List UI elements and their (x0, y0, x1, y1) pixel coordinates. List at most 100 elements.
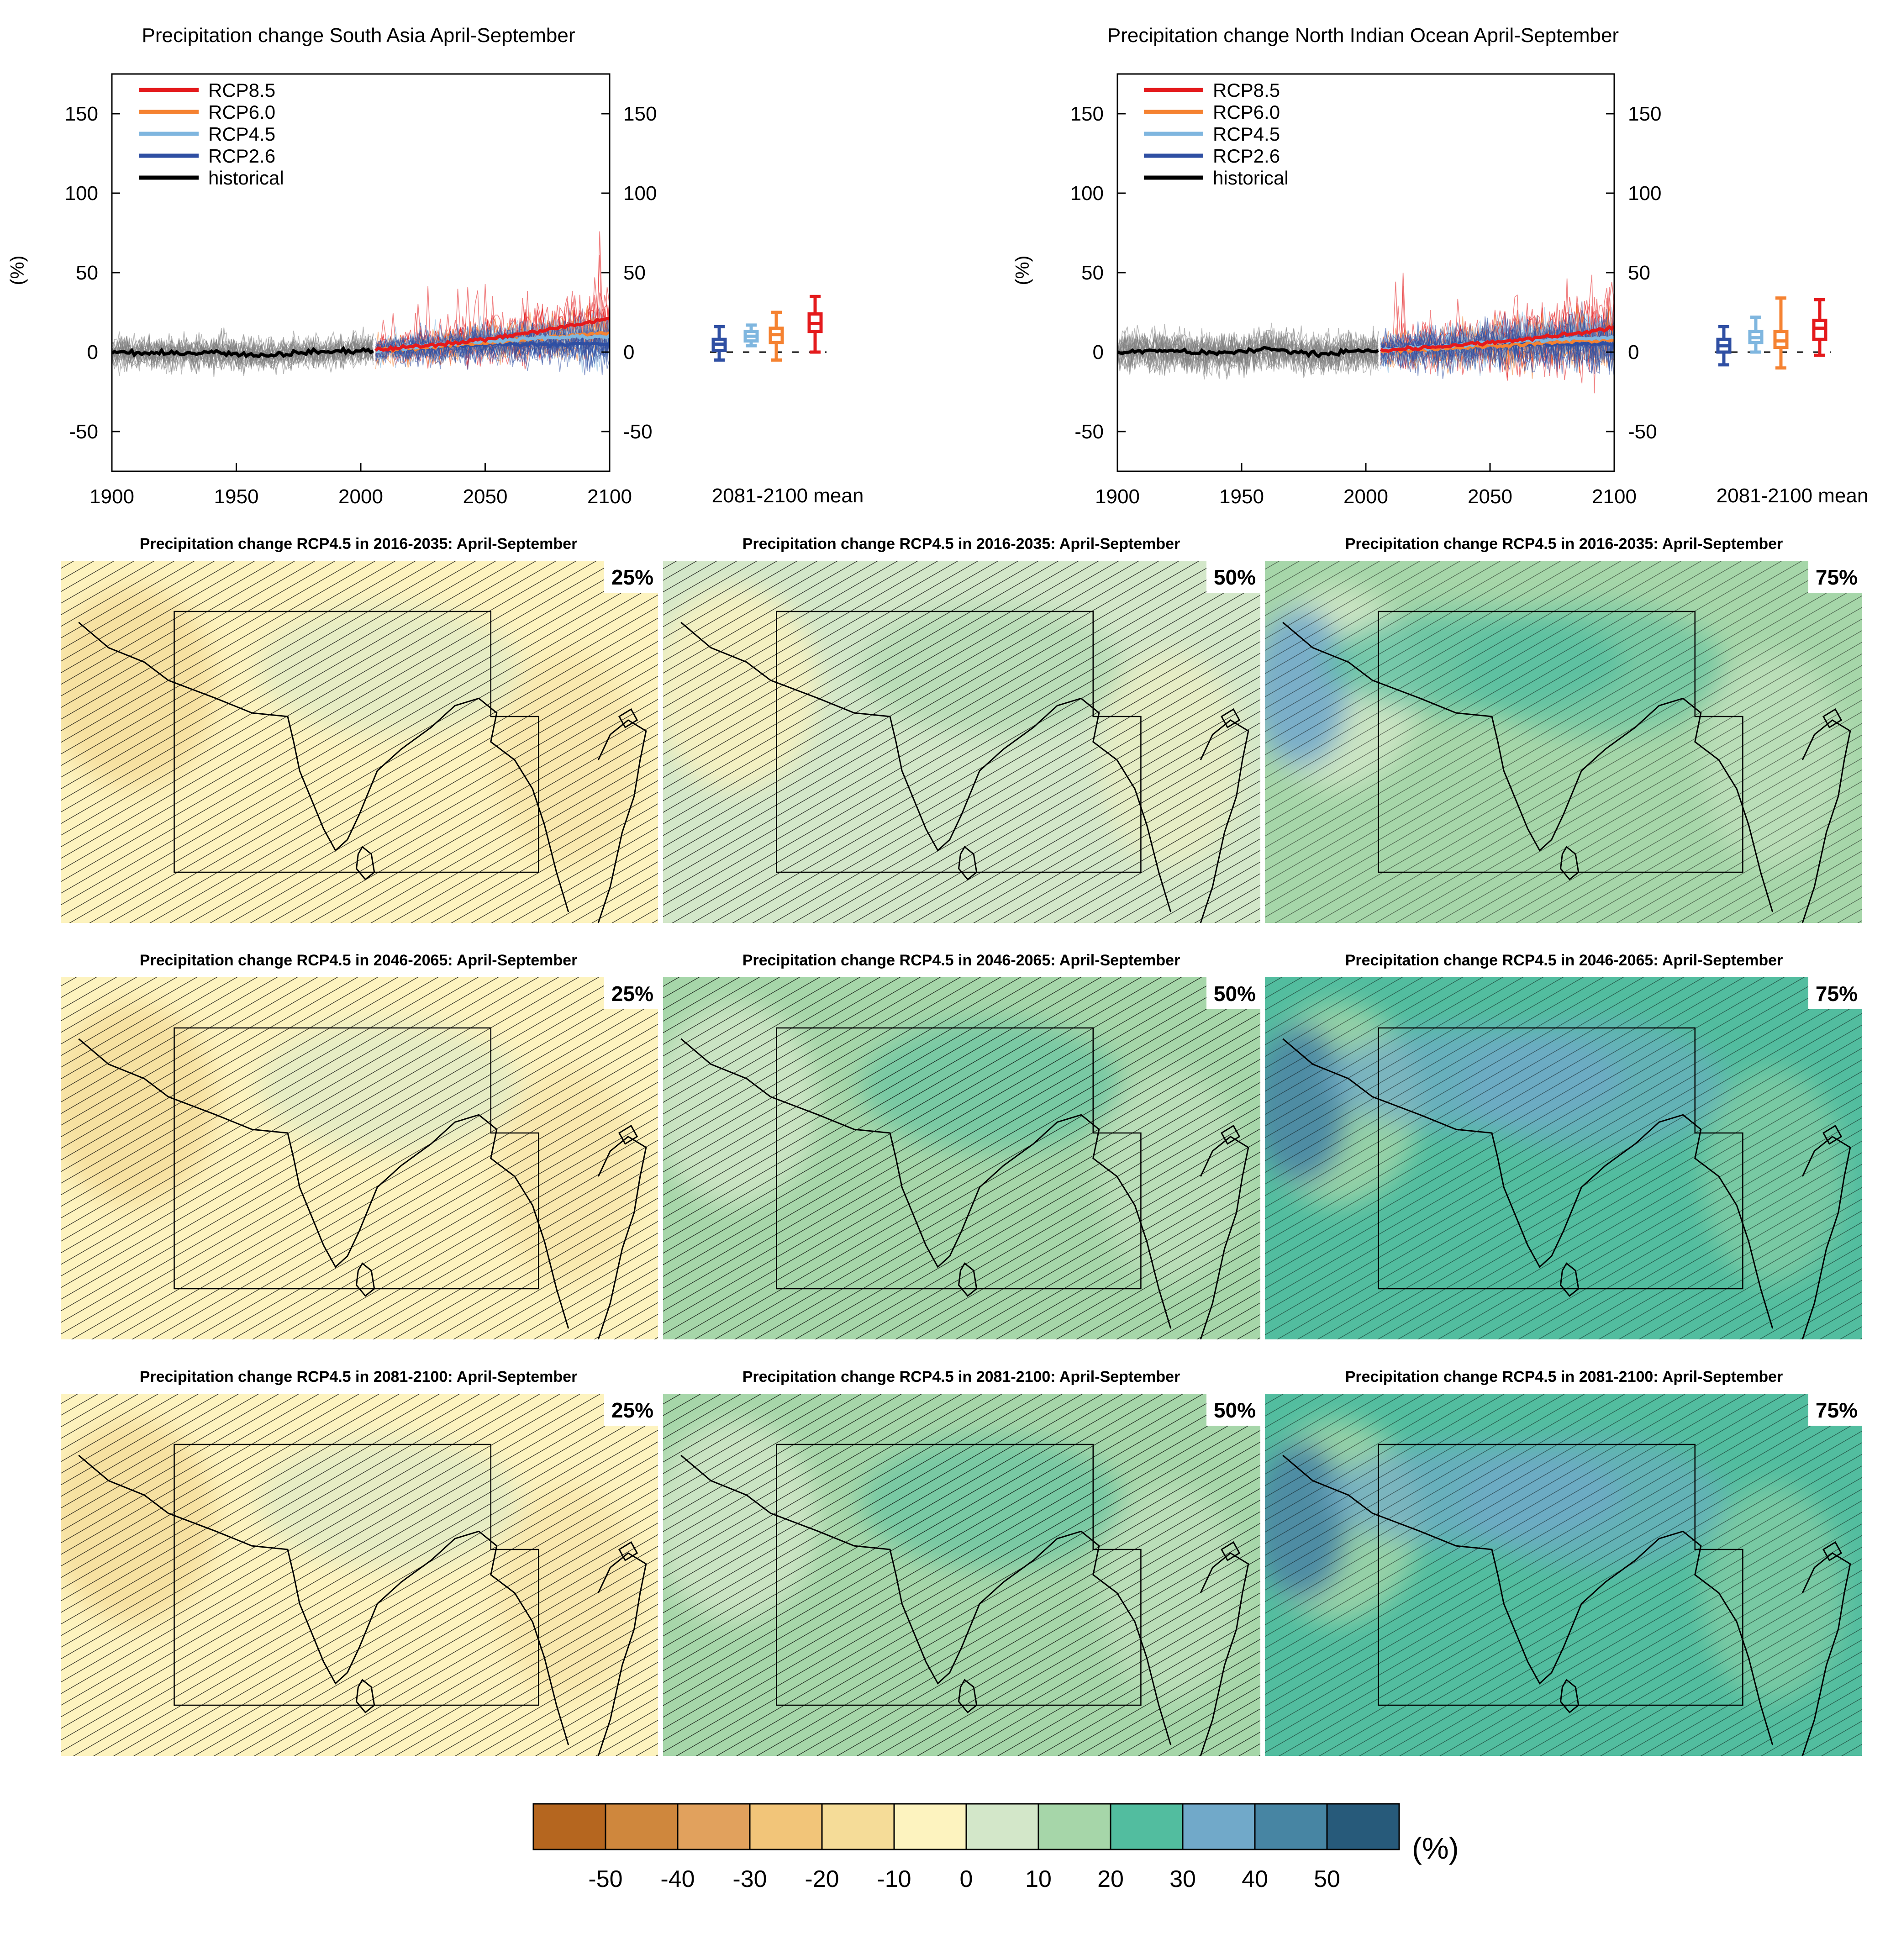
y-tick-label: 50 (76, 262, 98, 284)
colorbar-swatch (1037, 1803, 1111, 1850)
significance-hatching (61, 1394, 658, 1756)
ts-plot-area: -50 -50 0 0 50 50 100 100 150 150 1900 1950 2000 2050… (1070, 73, 1661, 508)
box-rcp45 (743, 323, 759, 348)
map-panels: 25% 50% 75% 25% 50% 75% 25% 50% 75% (61, 561, 1862, 1756)
y-tick-label: 50 (1081, 262, 1104, 284)
scenario-mean-line-rcp85 (374, 316, 610, 353)
coastline-island (1822, 708, 1843, 728)
percentile-label-bg (1206, 977, 1260, 1009)
colorbar-tick-label: -30 (732, 1866, 767, 1892)
analysis-region-box (1378, 1444, 1743, 1706)
x-tick-label: 2050 (1468, 485, 1512, 508)
map-title: Precipitation change RCP4.5 in 2081-2100… (1345, 1368, 1783, 1386)
map-title: Precipitation change RCP4.5 in 2081-2100… (743, 1368, 1180, 1386)
box-axis-label: 2081-2100 mean (1717, 485, 1869, 507)
coastline-island (958, 1262, 978, 1297)
coastline (1801, 1552, 1851, 1756)
x-tick-label: 1950 (1219, 485, 1264, 508)
box-rcp60 (1773, 296, 1789, 370)
coastline (1282, 622, 1774, 912)
map-panel: 75% (1265, 561, 1862, 923)
percentile-label-bg (1206, 561, 1260, 593)
colorbar-tick-label: -10 (877, 1866, 911, 1892)
x-tick-label: 2050 (463, 485, 508, 508)
percentile-label-bg (1808, 561, 1862, 593)
y-axis-label: (%) (1011, 255, 1033, 285)
y-tick-label-right: 100 (1628, 182, 1661, 205)
analysis-region-box (1378, 611, 1743, 873)
coastline (680, 622, 1172, 912)
x-tick-label: 2000 (1343, 485, 1388, 508)
coastline-island (1220, 1125, 1241, 1145)
historical-mean-line (1117, 346, 1380, 358)
map-title: Precipitation change RCP4.5 in 2046-2065… (1345, 952, 1783, 969)
y-tick-label: 100 (65, 182, 98, 205)
colorbar-swatch (532, 1803, 606, 1850)
coastline-island (1559, 846, 1580, 880)
ensemble-members (1117, 273, 1614, 394)
y-axis-label: (%) (6, 255, 28, 285)
legend-label-rcp85: RCP8.5 (208, 79, 275, 101)
map-title: Precipitation change RCP4.5 in 2081-2100… (140, 1368, 578, 1386)
historical-member-line (112, 327, 374, 376)
legend: RCP8.5 RCP6.0 RCP4.5 RCP2.6 historical (139, 79, 284, 189)
x-tick-label: 2100 (587, 485, 632, 508)
y-tick-label-right: 50 (1628, 262, 1650, 284)
scenario-mean-line-rcp85 (1380, 325, 1614, 353)
coastline (1200, 1136, 1249, 1339)
colorbar-tick-label: -20 (805, 1866, 839, 1892)
timeseries-panel-south-asia: Precipitation change South Asia April-Se… (6, 24, 864, 508)
y-tick-label-right: 150 (623, 103, 657, 125)
x-tick-label: 1900 (1095, 485, 1140, 508)
x-tick-label: 1950 (214, 485, 259, 508)
analysis-region-box (776, 1027, 1142, 1290)
coastline (78, 622, 569, 912)
percentile-label: 75% (1816, 982, 1858, 1006)
significance-hatching (663, 977, 1260, 1339)
significance-hatching (1265, 977, 1862, 1339)
map-panel: 50% (663, 561, 1260, 923)
colorbar-swatch (605, 1803, 679, 1850)
coastline-island (1220, 1541, 1241, 1561)
coastline (1282, 1038, 1774, 1329)
percentile-label: 25% (611, 1398, 653, 1422)
coastline (1801, 1136, 1851, 1339)
coastline-island (618, 1125, 638, 1145)
ensemble-members (112, 231, 610, 377)
percentile-label-bg (1808, 977, 1862, 1009)
ts-plot-area: -50 -50 0 0 50 50 100 100 150 150 1900 1950 2000 2050… (65, 73, 657, 508)
y-tick-label: -50 (1074, 421, 1104, 443)
coastline-island (1822, 1125, 1843, 1145)
colorbar-tick-label: 20 (1097, 1866, 1124, 1892)
coastline-island (355, 1679, 375, 1713)
y-tick-label: 150 (65, 103, 98, 125)
analysis-region-box (174, 1444, 539, 1706)
legend-label-historical: historical (208, 167, 284, 189)
legend-label-rcp45: RCP4.5 (208, 123, 275, 145)
percentile-label-bg (1808, 1394, 1862, 1426)
y-tick-label-right: 0 (1628, 341, 1639, 364)
y-tick-label-right: 150 (1628, 103, 1661, 125)
coastline-island (958, 1679, 978, 1713)
map-title: Precipitation change RCP4.5 in 2016-2035… (1345, 535, 1783, 553)
analysis-region-box (776, 1444, 1142, 1706)
analysis-region-box (174, 1027, 539, 1290)
x-tick-label: 2000 (338, 485, 383, 508)
coastline (78, 1454, 569, 1745)
y-tick-label-right: 0 (623, 341, 634, 364)
colorbar-swatch (1254, 1803, 1328, 1850)
colorbar-tick-label: 0 (960, 1866, 973, 1892)
colorbar-swatch (965, 1803, 1039, 1850)
percentile-label-bg (604, 1394, 658, 1426)
legend-label-rcp26: RCP2.6 (208, 145, 275, 167)
significance-hatching (663, 561, 1260, 923)
y-tick-label-right: 100 (623, 182, 657, 205)
legend: RCP8.5 RCP6.0 RCP4.5 RCP2.6 historical (1144, 79, 1289, 189)
coastline (597, 1552, 647, 1756)
coastline-island (958, 846, 978, 880)
coastline-island (1822, 1541, 1843, 1561)
analysis-region-box (174, 611, 539, 873)
colorbar-swatches: -50 -40 -30 -20 -10 0 10 20 30 40 50 (532, 1803, 1400, 1892)
colorbar-tick-label: 10 (1025, 1866, 1052, 1892)
colorbar-swatch (893, 1803, 967, 1850)
